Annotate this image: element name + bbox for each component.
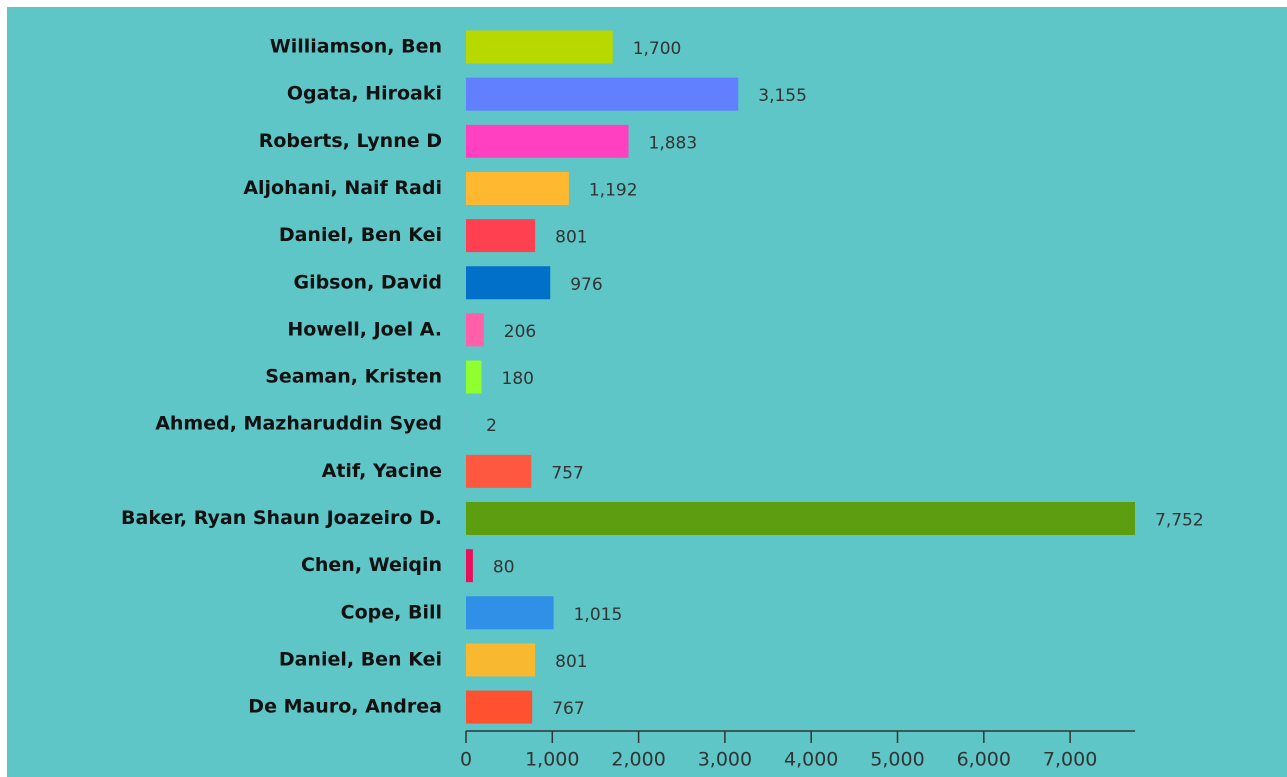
value-label: 976 bbox=[570, 275, 602, 295]
value-label: 801 bbox=[555, 228, 587, 248]
bar bbox=[466, 313, 484, 347]
bar bbox=[466, 690, 533, 724]
value-label: 1,015 bbox=[574, 605, 623, 625]
x-tick-label: 0 bbox=[460, 749, 472, 771]
value-label: 801 bbox=[555, 652, 587, 672]
x-tick-label: 4,000 bbox=[784, 749, 838, 771]
value-label: 80 bbox=[493, 558, 515, 578]
bar bbox=[466, 643, 536, 677]
value-label: 1,700 bbox=[633, 39, 682, 59]
value-label: 1,883 bbox=[649, 133, 698, 153]
x-tick-label: 7,000 bbox=[1043, 749, 1097, 771]
x-tick-label: 5,000 bbox=[870, 749, 924, 771]
bar bbox=[466, 502, 1135, 535]
category-label: Atif, Yacine bbox=[322, 460, 442, 482]
value-label: 757 bbox=[551, 463, 583, 483]
bar bbox=[466, 30, 613, 64]
value-label: 767 bbox=[552, 699, 584, 719]
bar bbox=[466, 171, 569, 205]
bar bbox=[466, 454, 532, 488]
x-tick-label: 1,000 bbox=[525, 749, 579, 771]
bar bbox=[466, 77, 739, 111]
category-label: Aljohani, Naif Radi bbox=[243, 177, 442, 199]
value-label: 206 bbox=[504, 322, 536, 342]
bar bbox=[466, 124, 629, 158]
category-label: Ahmed, Mazharuddin Syed bbox=[155, 413, 442, 435]
value-label: 3,155 bbox=[758, 86, 807, 106]
background bbox=[7, 7, 1287, 777]
x-tick-label: 6,000 bbox=[957, 749, 1011, 771]
bar bbox=[466, 266, 551, 300]
bar bbox=[466, 219, 536, 253]
category-label: Chen, Weiqin bbox=[301, 554, 442, 576]
category-label: Baker, Ryan Shaun Joazeiro D. bbox=[121, 507, 442, 529]
category-label: Daniel, Ben Kei bbox=[279, 648, 442, 670]
value-label: 7,752 bbox=[1155, 511, 1204, 531]
value-label: 180 bbox=[502, 369, 534, 389]
x-tick-label: 3,000 bbox=[698, 749, 752, 771]
bar bbox=[466, 360, 482, 394]
value-label: 2 bbox=[486, 416, 497, 436]
category-label: De Mauro, Andrea bbox=[248, 696, 442, 718]
category-label: Williamson, Ben bbox=[270, 36, 442, 58]
category-label: Howell, Joel A. bbox=[287, 318, 442, 340]
category-label: Cope, Bill bbox=[341, 601, 442, 623]
category-label: Seaman, Kristen bbox=[265, 366, 442, 388]
value-label: 1,192 bbox=[589, 180, 638, 200]
bar bbox=[466, 549, 473, 583]
category-label: Roberts, Lynne D bbox=[259, 130, 442, 152]
bar bbox=[466, 596, 554, 630]
category-label: Daniel, Ben Kei bbox=[279, 224, 442, 246]
category-label: Ogata, Hiroaki bbox=[287, 83, 442, 105]
x-tick-label: 2,000 bbox=[611, 749, 665, 771]
category-label: Gibson, David bbox=[293, 271, 442, 293]
